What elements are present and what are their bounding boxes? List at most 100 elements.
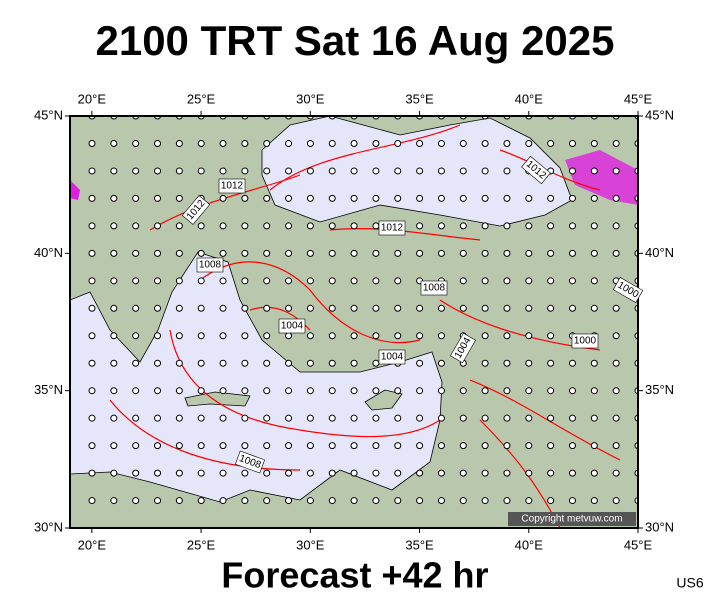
station — [372, 167, 380, 175]
station — [132, 387, 140, 395]
station — [154, 277, 162, 285]
station — [110, 222, 118, 230]
station — [285, 469, 293, 477]
isobar-label-box — [420, 280, 448, 296]
station — [197, 332, 205, 340]
station — [437, 304, 445, 312]
station — [394, 249, 402, 257]
station — [372, 304, 380, 312]
station — [590, 387, 598, 395]
isobar-label: 1004 — [278, 318, 306, 334]
station — [350, 249, 358, 257]
station — [154, 167, 162, 175]
lat-label: 40°N — [645, 245, 674, 260]
station — [372, 442, 380, 450]
station — [241, 304, 249, 312]
lat-label: 45°N — [645, 107, 674, 122]
station — [372, 194, 380, 202]
isobar-label-text: 1012 — [381, 223, 404, 234]
station — [328, 194, 336, 202]
station — [568, 194, 576, 202]
station — [197, 139, 205, 147]
station — [328, 277, 336, 285]
station — [219, 194, 227, 202]
station — [219, 139, 227, 147]
station — [306, 167, 314, 175]
map-frame — [69, 115, 639, 529]
station — [241, 277, 249, 285]
high-precip — [565, 150, 638, 205]
station — [175, 167, 183, 175]
station — [503, 194, 511, 202]
station — [372, 497, 380, 505]
station — [219, 497, 227, 505]
station — [394, 497, 402, 505]
station — [459, 304, 467, 312]
station — [481, 249, 489, 257]
station — [459, 139, 467, 147]
station — [503, 469, 511, 477]
station — [503, 497, 511, 505]
station — [568, 442, 576, 450]
stations — [88, 116, 638, 505]
station — [110, 332, 118, 340]
isobar-label: 1004 — [378, 349, 406, 365]
station — [175, 304, 183, 312]
station — [306, 249, 314, 257]
station — [132, 277, 140, 285]
lon-label: 30°E — [296, 91, 325, 106]
lon-label: 20°E — [78, 91, 107, 106]
station — [481, 497, 489, 505]
station — [110, 304, 118, 312]
station — [481, 139, 489, 147]
station — [350, 359, 358, 367]
station — [547, 194, 555, 202]
station — [568, 497, 576, 505]
station — [568, 167, 576, 175]
isobar-label-box — [612, 277, 644, 303]
station — [110, 277, 118, 285]
station — [503, 222, 511, 230]
station — [394, 332, 402, 340]
station — [175, 222, 183, 230]
isobar-label-box — [196, 257, 224, 273]
station — [394, 167, 402, 175]
isobar-label-box — [450, 332, 476, 364]
station — [590, 222, 598, 230]
station — [154, 194, 162, 202]
station — [110, 249, 118, 257]
code: US6 — [676, 575, 703, 591]
station — [306, 442, 314, 450]
station — [132, 442, 140, 450]
lat-label: 40°N — [34, 245, 63, 260]
station — [612, 139, 620, 147]
lat-label: 45°N — [34, 107, 63, 122]
station — [416, 469, 424, 477]
station — [459, 387, 467, 395]
station — [88, 387, 96, 395]
station — [547, 387, 555, 395]
station — [437, 332, 445, 340]
station — [372, 332, 380, 340]
station — [110, 167, 118, 175]
isobar-label-box — [181, 195, 211, 225]
station — [503, 332, 511, 340]
isobar-label: 1012 — [218, 178, 246, 194]
station — [503, 359, 511, 367]
station — [285, 332, 293, 340]
station — [394, 194, 402, 202]
station — [547, 139, 555, 147]
station — [132, 469, 140, 477]
isobar-label-text: 1004 — [381, 352, 404, 363]
lon-label: 35°E — [405, 91, 434, 106]
station — [175, 414, 183, 422]
station — [263, 139, 271, 147]
station — [590, 249, 598, 257]
station — [154, 469, 162, 477]
station — [416, 332, 424, 340]
station — [437, 359, 445, 367]
station — [306, 277, 314, 285]
station — [372, 249, 380, 257]
station — [263, 442, 271, 450]
station — [241, 249, 249, 257]
